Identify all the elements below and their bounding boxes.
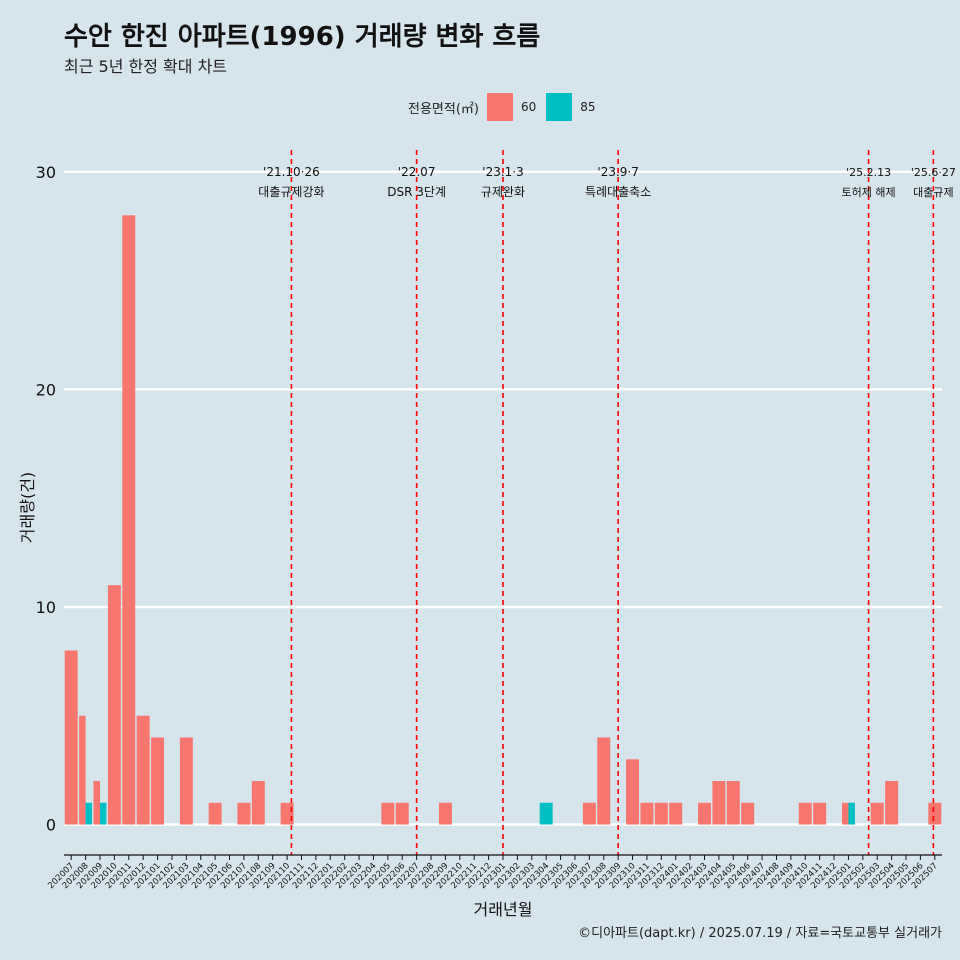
y-axis-title: 거래량(건) <box>18 472 37 543</box>
bar-60-202108 <box>251 781 265 825</box>
event-date-0: '21.10·26 <box>263 165 320 179</box>
bar-85-202501 <box>848 802 855 825</box>
bar-60-202101 <box>151 737 165 825</box>
y-tick-label: 20 <box>36 380 56 399</box>
bar-60-202312 <box>654 802 668 825</box>
bar-60-202009 <box>93 781 100 825</box>
bar-60-202107 <box>237 802 251 825</box>
bar-85-202009 <box>99 802 107 825</box>
bar-85-202008 <box>85 802 93 825</box>
bar-60-202110 <box>280 802 294 825</box>
bar-60-202503 <box>870 802 884 825</box>
bar-60-202012 <box>136 715 150 825</box>
chart-title: 수안 한진 아파트(1996) 거래량 변화 흐름 <box>64 22 541 52</box>
event-label-4: 토허제 해제 <box>842 185 896 199</box>
bar-60-202501 <box>841 802 849 825</box>
bar-60-202403 <box>698 802 711 825</box>
bar-60-202411 <box>813 802 827 825</box>
y-tick-label: 0 <box>46 816 56 835</box>
event-date-1: '22.07 <box>398 165 436 179</box>
bar-60-202504 <box>885 781 899 825</box>
bar-60-202105 <box>208 802 222 825</box>
bar-60-202205 <box>381 802 395 825</box>
bar-60-202401 <box>669 802 683 825</box>
event-date-4: '25.2.13 <box>846 166 891 179</box>
legend-key-60 <box>486 93 513 121</box>
bar-60-202103 <box>179 737 193 825</box>
bar-60-202507 <box>928 802 942 825</box>
chart-subtitle: 최근 5년 한정 확대 차트 <box>64 57 228 76</box>
y-tick-label: 10 <box>36 598 56 617</box>
event-label-1: DSR 3단계 <box>387 185 446 199</box>
bar-60-202209 <box>438 802 452 825</box>
bar-60-202206 <box>395 802 409 825</box>
bar-60-202406 <box>741 802 755 825</box>
event-label-2: 규제완화 <box>481 185 525 199</box>
bar-60-202308 <box>597 737 611 825</box>
legend-key-85 <box>546 93 573 121</box>
event-date-3: '23.9·7 <box>597 165 638 179</box>
legend-title: 전용면적(㎡) <box>408 101 479 117</box>
bar-60-202011 <box>122 215 136 825</box>
legend: 전용면적(㎡) 60 85 <box>408 92 606 122</box>
bar-60-202008 <box>79 715 86 825</box>
bar-60-202311 <box>640 802 654 825</box>
chart-caption: ©디아파트(dapt.kr) / 2025.07.19 / 자료=국토교통부 실… <box>578 926 942 941</box>
legend-label-60: 60 <box>520 100 537 114</box>
event-date-2: '23.1·3 <box>482 165 523 179</box>
bar-60-202310 <box>626 759 640 825</box>
x-axis-title: 거래년월 <box>474 900 533 919</box>
bar-60-202010 <box>107 585 121 825</box>
legend-label-85: 85 <box>580 100 596 114</box>
event-date-5: '25.6·27 <box>911 166 956 179</box>
bar-60-202307 <box>582 802 596 825</box>
bar-60-202410 <box>798 802 812 825</box>
event-label-0: 대출규제강화 <box>258 185 324 199</box>
bar-85-202304 <box>539 802 553 825</box>
event-label-5: 대출규제 <box>913 186 953 199</box>
bar-60-202404 <box>712 781 726 825</box>
event-label-3: 특례대출축소 <box>585 185 651 199</box>
y-tick-label: 30 <box>36 163 56 182</box>
bar-60-202007 <box>64 650 78 825</box>
bar-60-202405 <box>726 781 740 825</box>
